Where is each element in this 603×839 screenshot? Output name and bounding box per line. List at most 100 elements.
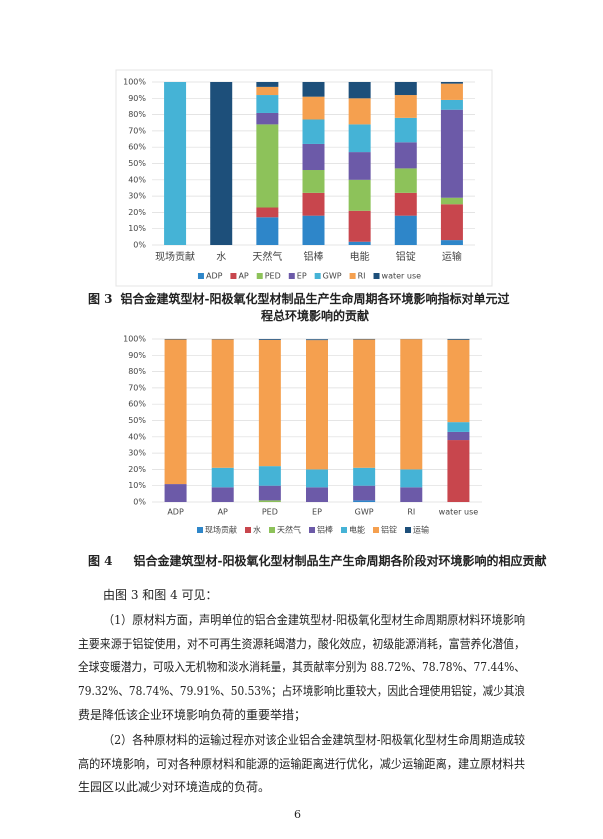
bar-segment <box>394 117 417 143</box>
legend: ADP AP PED EP GWP RI water use <box>197 272 422 281</box>
bar-segment <box>306 339 328 341</box>
legend-label: PED <box>265 272 281 281</box>
legend-label: 铝棒 <box>317 525 333 535</box>
bar-segment <box>302 215 325 245</box>
bar-segment <box>394 95 417 118</box>
bar-segment <box>258 485 281 501</box>
bar-segment <box>353 467 376 486</box>
bar-segment <box>164 82 187 245</box>
legend-swatch <box>373 273 380 279</box>
x-tick-label: 铝锭 <box>396 250 416 263</box>
legend-swatch <box>405 527 411 533</box>
legend-swatch <box>245 527 251 533</box>
legend-label: 运输 <box>413 525 429 535</box>
bar-segment <box>211 487 234 502</box>
text-line: 全球变暖潜力，可吸入无机物和淡水消耗量，其贡献率分别为 88.72%、78.78… <box>78 660 525 675</box>
bar-segment <box>440 83 463 100</box>
figure-caption: 图 3 铝合金建筑型材-阳极氧化型材制品生产生命周期各环境影响指标对单元过程总环… <box>88 291 518 327</box>
legend-label: 水 <box>253 525 261 535</box>
y-tick-label: 60% <box>128 143 146 152</box>
bar-segment <box>400 487 423 502</box>
text-line: 高的环境影响，可对各种原材料和能源的运输距离进行优化，减少运输距离，建立原材料共 <box>78 756 525 771</box>
bar-segment <box>302 170 325 193</box>
bar-segment <box>348 82 371 99</box>
caption-label: 图 3 <box>88 292 113 306</box>
bar-segment <box>440 197 463 205</box>
bar-segment <box>447 338 470 340</box>
bar-segment <box>302 119 325 144</box>
legend-label: AP <box>238 272 248 281</box>
bar-segment <box>348 152 371 180</box>
bar-segment <box>256 112 279 125</box>
bar-segment <box>256 95 279 113</box>
bar-segment <box>306 487 328 502</box>
bar-segment <box>348 179 371 211</box>
x-tick-label: 天然气 <box>252 250 282 263</box>
bar-segment <box>447 431 470 441</box>
bar-segment <box>394 215 417 245</box>
bar-segment <box>211 339 234 468</box>
y-tick-label: 60% <box>128 400 146 409</box>
legend-swatch <box>373 527 379 533</box>
bar-segment <box>164 484 187 502</box>
bar-segment <box>348 124 371 153</box>
bar-segment <box>353 339 376 468</box>
legend-swatch <box>256 273 263 279</box>
bar-segment <box>440 204 463 241</box>
caption-text: 铝合金建筑型材-阳极氧化型材制品生产生命周期各环境影响指标对单元过程总环境影响的… <box>120 292 510 323</box>
y-tick-label: 50% <box>128 416 146 425</box>
legend-swatch <box>269 527 275 533</box>
x-tick-label: EP <box>312 508 322 517</box>
x-tick-label: RI <box>407 508 415 517</box>
bar-segment <box>302 82 325 97</box>
legend-label: EP <box>297 272 307 281</box>
legend-label: 现场贡献 <box>205 525 237 535</box>
x-tick-label: ADP <box>167 508 184 517</box>
legend-swatch <box>349 273 356 279</box>
y-tick-label: 90% <box>128 94 146 103</box>
bar-segment <box>302 143 325 171</box>
bar-segment <box>353 500 376 502</box>
y-tick-label: 80% <box>128 367 146 376</box>
x-tick-label: water use <box>439 508 479 517</box>
figure-caption: 图 4 铝合金建筑型材-阳极氧化型材制品生产生命周期各阶段对环境影响的相应贡献 <box>88 553 558 571</box>
legend-swatch <box>197 273 204 279</box>
legend-label: 电能 <box>349 525 365 535</box>
bar-segment <box>302 192 325 216</box>
y-tick-label: 30% <box>128 449 146 458</box>
legend-swatch <box>314 273 321 279</box>
text-line: 79.32%、78.74%、79.91%、50.53%；占环境影响比重较大，因此… <box>78 684 525 699</box>
bar-segment <box>256 82 279 87</box>
bar-segment <box>258 500 281 502</box>
bar-segment <box>348 241 371 245</box>
bar-segment <box>440 82 463 84</box>
y-tick-label: 70% <box>128 383 146 392</box>
legend-label: 铝锭 <box>381 525 397 535</box>
legend-label: RI <box>358 272 366 281</box>
bar-segment <box>256 207 279 218</box>
y-tick-label: 50% <box>128 159 146 168</box>
legend-swatch <box>309 527 315 533</box>
x-tick-label: PED <box>262 508 278 517</box>
bar-segment <box>394 192 417 216</box>
legend-label: water use <box>382 272 422 281</box>
legend-swatch <box>230 273 237 279</box>
legend: 现场贡献 水 天然气 铝棒 电能 铝锭 运输 <box>197 525 429 535</box>
bar-segment <box>302 96 325 120</box>
y-tick-label: 10% <box>128 481 146 490</box>
bar-segment <box>258 466 281 486</box>
text-line: 费是降低该企业环境影响负荷的重要举措； <box>78 707 307 722</box>
bar-segment <box>400 339 423 470</box>
bar-segment <box>394 142 417 169</box>
y-tick-label: 100% <box>123 78 146 87</box>
legend-swatch <box>288 273 295 279</box>
bar-segment <box>258 339 281 340</box>
bar-segment <box>256 86 279 96</box>
bar-segment <box>394 168 417 193</box>
legend-label: 天然气 <box>277 525 301 535</box>
y-tick-label: 40% <box>128 432 146 441</box>
bar-segment <box>306 340 328 470</box>
y-tick-label: 90% <box>128 351 146 360</box>
bar-segment <box>211 467 234 488</box>
